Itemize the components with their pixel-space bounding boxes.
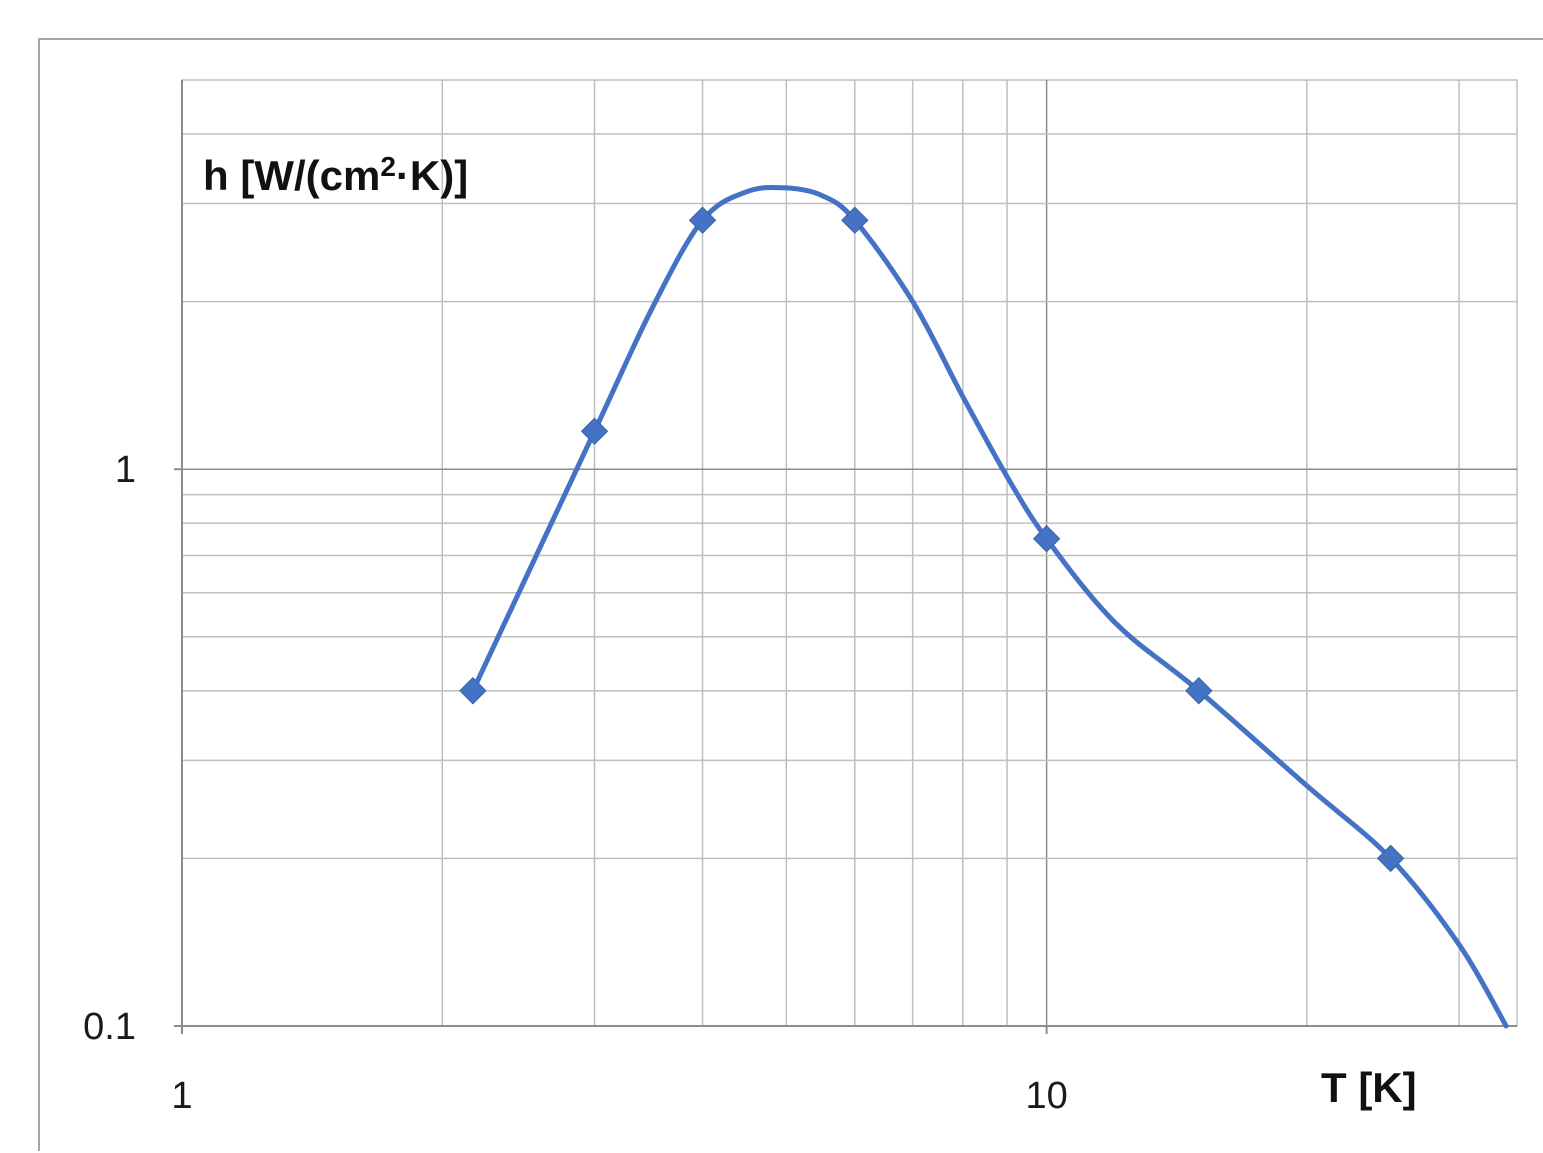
data-point-marker bbox=[841, 206, 869, 234]
x-tick-label: 10 bbox=[1025, 1075, 1067, 1117]
y-tick-label: 0.1 bbox=[83, 1006, 136, 1048]
chart-svg: 1 10 0.1 1 h [W/(cm2·K)] T [K] bbox=[83, 79, 1518, 1117]
tick-labels: 1 10 0.1 1 bbox=[83, 449, 1068, 1117]
x-axis-label: T [K] bbox=[1321, 1064, 1417, 1111]
data-point-marker bbox=[1376, 844, 1405, 873]
axes bbox=[174, 80, 1517, 1034]
curve bbox=[470, 184, 1509, 1029]
series-line bbox=[470, 184, 1509, 1029]
data-point-marker bbox=[1032, 525, 1061, 553]
data-point-marker bbox=[580, 417, 609, 445]
y-tick-label: 1 bbox=[115, 449, 136, 491]
markers bbox=[459, 206, 1405, 873]
data-point-marker bbox=[688, 206, 717, 234]
y-axis-label: h [W/(cm2·K)] bbox=[203, 151, 468, 199]
chart-frame: 1 10 0.1 1 h [W/(cm2·K)] T [K] bbox=[38, 38, 1543, 1151]
data-point-marker bbox=[1185, 677, 1213, 705]
x-tick-label: 1 bbox=[171, 1075, 192, 1117]
data-point-marker bbox=[459, 677, 487, 705]
grid bbox=[181, 79, 1518, 1027]
